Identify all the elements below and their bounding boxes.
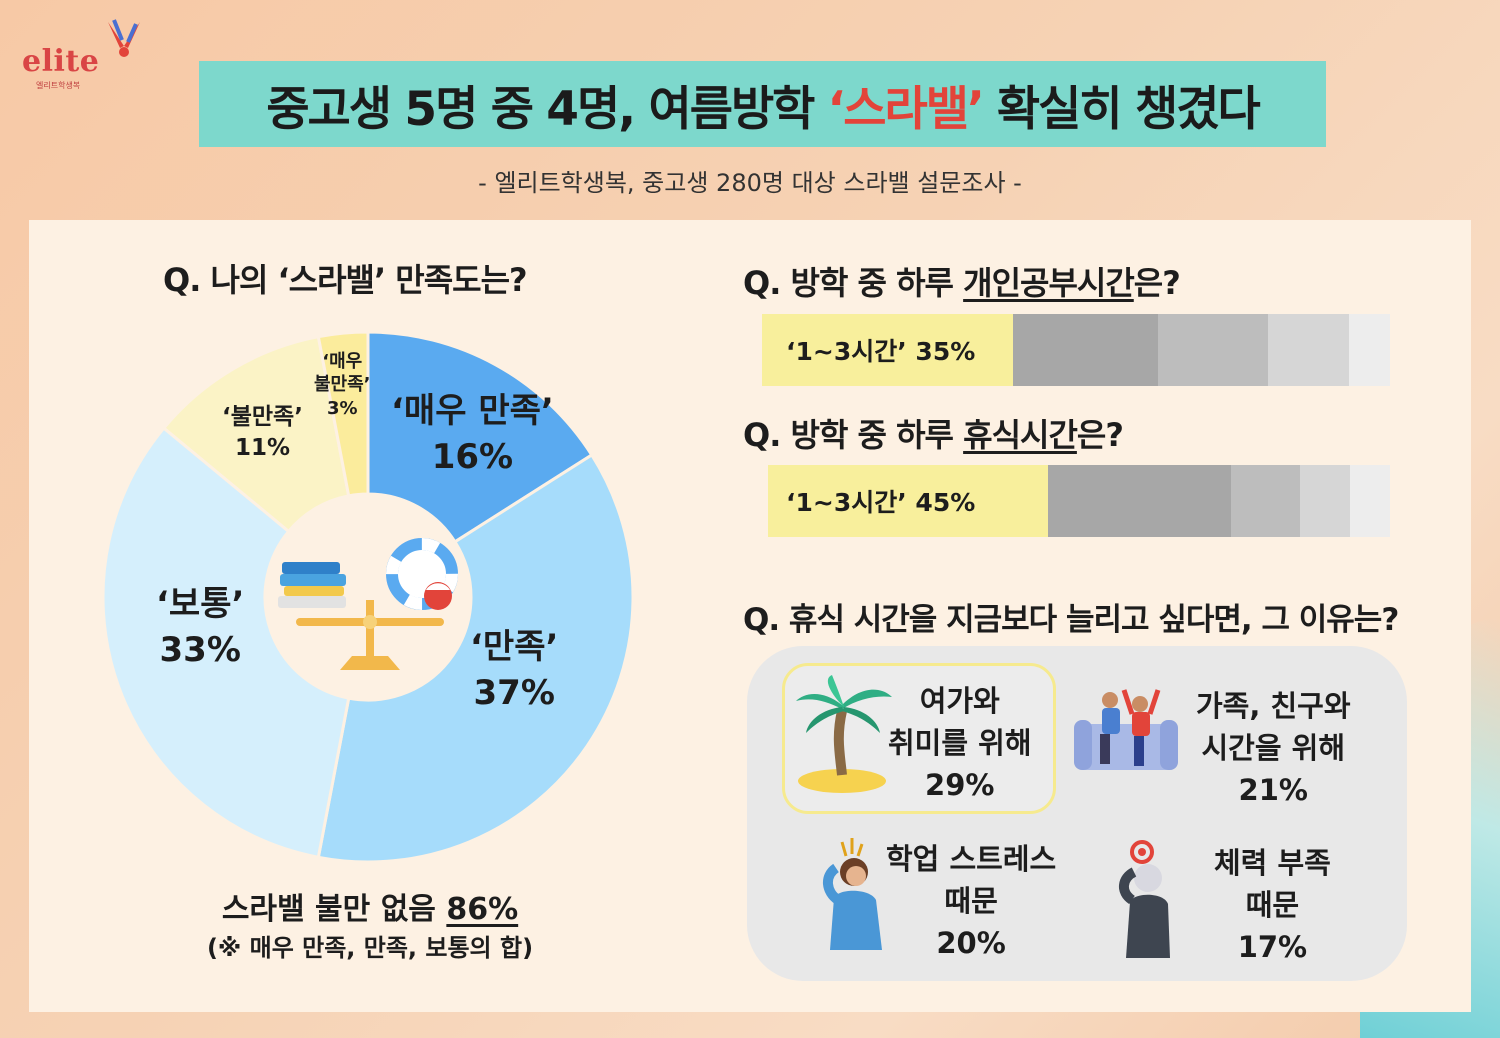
pie-summary-note: (※ 매우 만족, 만족, 보통의 합) [206, 934, 534, 962]
juggling-clubs-icon [108, 19, 140, 57]
rest-bar-segment-1 [768, 465, 1048, 537]
page-subtitle: - 엘리트학생복, 중고생 280명 대상 스라밸 설문조사 - [478, 169, 1022, 197]
title-part-1: 중고생 5명 중 4명, 여름방학 [266, 81, 815, 137]
pie-question: Q. 나의 ‘스라밸’ 만족도는? [163, 261, 528, 299]
rest-top-label: ‘1~3시간’ 45% [786, 488, 976, 517]
friends-sofa-icon [1074, 689, 1178, 770]
center-illustration [278, 538, 458, 670]
reason-3: 학업 스트레스 때문 20% [886, 842, 1057, 961]
pie-slice-3 [101, 425, 351, 860]
study-time-bar [762, 314, 1390, 386]
brand-subname: 엘리트학생복 [36, 81, 81, 90]
scale-icon [296, 600, 444, 670]
study-bar-segment-2 [1013, 314, 1158, 386]
pie-slice-4 [161, 334, 351, 534]
reason-2: 가족, 친구와 시간을 위해 21% [1196, 689, 1351, 808]
reasons-question: Q. 휴식 시간을 지금보다 늘리고 싶다면, 그 이유는? [743, 602, 1399, 638]
pie-label-very-satisfied: ‘매우 만족’ 16% [391, 391, 554, 477]
rest-bar-segment-3 [1231, 465, 1300, 537]
reason-4: 체력 부족 때문 17% [1214, 846, 1331, 965]
pie-label-dissatisfied: ‘불만족’ 11% [222, 404, 303, 462]
rest-time-bar [768, 465, 1390, 537]
study-top-label: ‘1~3시간’ 35% [786, 337, 976, 366]
books-icon [278, 562, 346, 608]
study-bar-segment-4 [1267, 314, 1350, 386]
tired-person-icon [1119, 840, 1170, 958]
study-question: Q. 방학 중 하루 개인공부시간은? [743, 264, 1181, 302]
satisfaction-donut-chart [101, 330, 635, 864]
title-band: 중고생 5명 중 4명, 여름방학 ‘스라밸’ 확실히 챙겼다 [199, 61, 1326, 147]
beach-ball-icon [424, 582, 452, 610]
rest-bar-segment-5 [1349, 465, 1390, 537]
rest-question: Q. 방학 중 하루 휴식시간은? [743, 416, 1124, 454]
pie-summary-value: 86% [446, 892, 519, 927]
study-bar-segment-5 [1349, 314, 1390, 386]
rest-bar-segment-4 [1299, 465, 1350, 537]
title-highlight: ‘스라밸’ [827, 81, 984, 137]
reason-1: 여가와 취미를 위해 29% [888, 684, 1032, 803]
pie-summary: 스라밸 불만 없음 86% [221, 892, 519, 927]
pie-label-satisfied: ‘만족’ 37% [470, 627, 559, 713]
pie-label-very-dissatisfied: ‘매우 불만족’ 3% [314, 351, 371, 419]
stressed-student-icon [823, 838, 882, 950]
page-title: 중고생 5명 중 4명, 여름방학 ‘스라밸’ 확실히 챙겼다 [266, 70, 1261, 139]
pie-slice-2 [316, 452, 635, 864]
brand-name: elite [22, 44, 100, 79]
palm-tree-icon [796, 675, 892, 793]
title-part-2: 확실히 챙겼다 [996, 81, 1261, 137]
pie-slice-5 [316, 330, 370, 498]
study-bar-segment-1 [762, 314, 1014, 386]
pie-label-neutral: ‘보통’ 33% [156, 584, 245, 670]
brand-logo: elite 엘리트학생복 [22, 18, 152, 93]
rest-bar-segment-2 [1047, 465, 1232, 537]
study-bar-segment-3 [1157, 314, 1268, 386]
